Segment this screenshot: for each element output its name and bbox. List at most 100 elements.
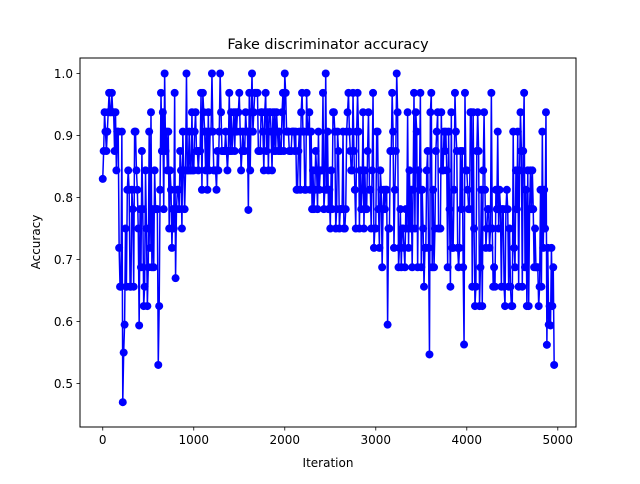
data-point — [420, 282, 429, 291]
y-tick-label: 0.5 — [54, 377, 73, 391]
data-point — [513, 127, 522, 136]
data-point — [363, 147, 372, 156]
data-point — [267, 127, 276, 136]
x-tick-label: 0 — [99, 433, 107, 447]
data-point — [531, 224, 540, 233]
data-point — [240, 147, 249, 156]
data-point — [463, 185, 472, 194]
data-point — [234, 108, 243, 117]
data-point — [444, 127, 453, 136]
x-tick-label: 2000 — [269, 433, 300, 447]
data-point — [170, 88, 179, 97]
data-point — [145, 127, 154, 136]
data-point — [459, 263, 468, 272]
data-point — [137, 147, 146, 156]
data-point — [506, 282, 515, 291]
data-point — [215, 127, 224, 136]
data-point — [191, 108, 200, 117]
data-point — [524, 302, 533, 311]
data-point — [196, 147, 205, 156]
data-point — [204, 108, 213, 117]
data-point — [414, 166, 423, 175]
data-point — [314, 127, 323, 136]
data-point — [349, 147, 358, 156]
data-point — [180, 205, 189, 214]
data-point — [177, 224, 186, 233]
data-point — [515, 166, 524, 175]
data-point — [390, 185, 399, 194]
data-point — [102, 147, 111, 156]
x-tick-label: 3000 — [361, 433, 392, 447]
data-point — [237, 166, 246, 175]
data-point — [350, 185, 359, 194]
data-point — [495, 185, 504, 194]
data-point — [431, 147, 440, 156]
data-point — [380, 205, 389, 214]
data-point — [520, 88, 529, 97]
data-point — [541, 224, 550, 233]
data-point — [534, 302, 543, 311]
data-point — [546, 321, 555, 330]
data-point — [485, 243, 494, 252]
data-point — [280, 69, 289, 78]
data-point — [217, 108, 226, 117]
data-point — [235, 88, 244, 97]
data-point — [440, 147, 449, 156]
data-point — [533, 263, 542, 272]
plot-frame — [79, 57, 577, 428]
data-point — [450, 88, 459, 97]
data-point — [540, 185, 549, 194]
data-point — [405, 166, 414, 175]
data-point — [167, 185, 176, 194]
data-point — [465, 205, 474, 214]
data-point — [460, 340, 469, 349]
data-point — [216, 69, 225, 78]
data-point — [132, 166, 141, 175]
data-point — [392, 69, 401, 78]
data-point — [164, 127, 173, 136]
data-point — [294, 147, 303, 156]
data-point — [194, 166, 203, 175]
data-point — [548, 302, 557, 311]
data-point — [529, 205, 538, 214]
data-point — [131, 127, 140, 136]
y-tick-label: 1.0 — [54, 67, 73, 81]
data-point — [487, 88, 496, 97]
data-point — [537, 282, 546, 291]
data-point — [542, 340, 551, 349]
data-point — [443, 263, 452, 272]
data-point — [451, 127, 460, 136]
data-point — [476, 263, 485, 272]
y-tick-label: 0.8 — [54, 191, 73, 205]
data-point — [479, 166, 488, 175]
data-point — [318, 166, 327, 175]
data-point — [462, 166, 471, 175]
data-point — [410, 224, 419, 233]
data-point — [549, 263, 558, 272]
data-point — [246, 166, 255, 175]
data-point — [382, 185, 391, 194]
data-point — [153, 205, 162, 214]
data-point — [302, 88, 311, 97]
data-point — [480, 185, 489, 194]
data-point — [512, 205, 521, 214]
data-point — [393, 108, 402, 117]
data-point — [516, 108, 525, 117]
data-point — [426, 108, 435, 117]
series-layer — [98, 69, 559, 407]
data-point — [182, 69, 191, 78]
data-point — [510, 243, 519, 252]
data-point — [121, 224, 130, 233]
data-point — [521, 185, 530, 194]
data-point — [249, 108, 258, 117]
data-point — [268, 166, 277, 175]
data-point — [474, 147, 483, 156]
data-point — [230, 147, 239, 156]
data-point — [401, 205, 410, 214]
data-point — [490, 263, 499, 272]
data-point — [107, 88, 116, 97]
chart-title: Fake discriminator accuracy — [227, 37, 429, 53]
data-point — [403, 108, 412, 117]
data-point — [313, 205, 322, 214]
